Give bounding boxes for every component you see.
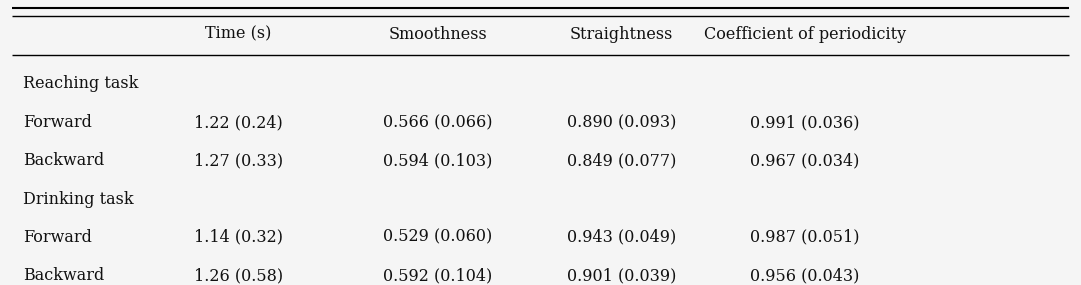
Text: Time (s): Time (s): [205, 26, 271, 42]
Text: Forward: Forward: [23, 229, 92, 246]
Text: 0.991 (0.036): 0.991 (0.036): [750, 114, 859, 131]
Text: 0.566 (0.066): 0.566 (0.066): [384, 114, 493, 131]
Text: 0.987 (0.051): 0.987 (0.051): [750, 229, 859, 246]
Text: Reaching task: Reaching task: [23, 75, 138, 92]
Text: 0.849 (0.077): 0.849 (0.077): [566, 152, 676, 169]
Text: Drinking task: Drinking task: [23, 191, 134, 207]
Text: Coefficient of periodicity: Coefficient of periodicity: [704, 26, 906, 42]
Text: 0.967 (0.034): 0.967 (0.034): [750, 152, 859, 169]
Text: Forward: Forward: [23, 114, 92, 131]
Text: 1.26 (0.58): 1.26 (0.58): [193, 267, 283, 284]
Text: 0.592 (0.104): 0.592 (0.104): [384, 267, 493, 284]
Text: 1.27 (0.33): 1.27 (0.33): [193, 152, 283, 169]
Text: Backward: Backward: [23, 152, 104, 169]
Text: Backward: Backward: [23, 267, 104, 284]
Text: 1.22 (0.24): 1.22 (0.24): [195, 114, 283, 131]
Text: 0.956 (0.043): 0.956 (0.043): [750, 267, 859, 284]
Text: 0.901 (0.039): 0.901 (0.039): [566, 267, 676, 284]
Text: 0.529 (0.060): 0.529 (0.060): [384, 229, 493, 246]
Text: 0.594 (0.103): 0.594 (0.103): [384, 152, 493, 169]
Text: Smoothness: Smoothness: [389, 26, 488, 42]
Text: 1.14 (0.32): 1.14 (0.32): [195, 229, 283, 246]
Text: Straightness: Straightness: [570, 26, 673, 42]
Text: 0.890 (0.093): 0.890 (0.093): [566, 114, 676, 131]
Text: 0.943 (0.049): 0.943 (0.049): [566, 229, 676, 246]
